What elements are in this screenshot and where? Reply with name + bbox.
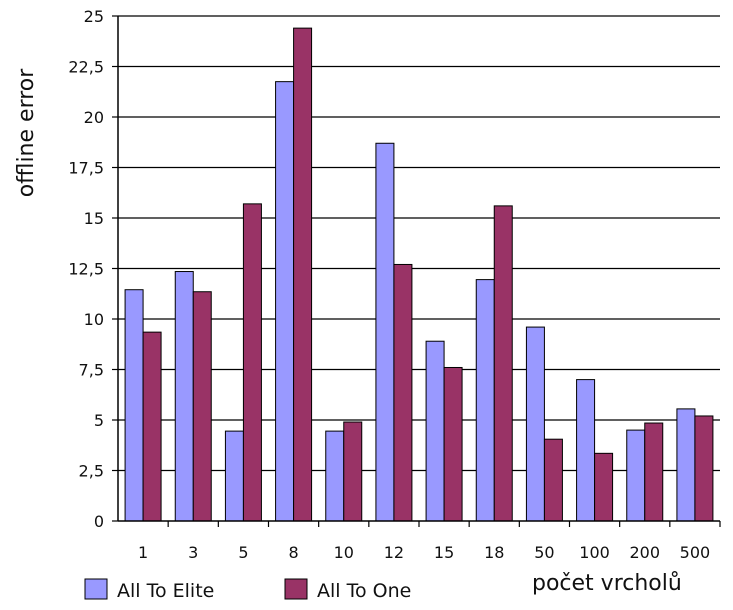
bar-all-to-elite-12 bbox=[375, 142, 395, 522]
legend: All To Elite All To One bbox=[84, 578, 411, 602]
y-tick-label: 20 bbox=[84, 108, 104, 127]
y-tick-label: 22,5 bbox=[68, 58, 104, 77]
bar-all-to-one-1 bbox=[142, 331, 162, 522]
x-tick-label: 5 bbox=[238, 543, 248, 562]
grid-lines bbox=[118, 15, 720, 472]
x-tick-label: 8 bbox=[288, 543, 298, 562]
legend-label-all-to-one: All To One bbox=[317, 580, 411, 602]
bar-all-to-one-50 bbox=[543, 438, 563, 522]
bar-all-to-elite-50 bbox=[525, 326, 545, 522]
bar-all-to-one-100 bbox=[594, 452, 614, 522]
bar-all-to-elite-3 bbox=[174, 271, 194, 522]
x-tick-labels: 1 3 5 8 10 12 15 18 50 100 200 500 bbox=[138, 521, 721, 562]
legend-item-all-to-elite: All To Elite bbox=[84, 578, 214, 602]
bar-all-to-elite-15 bbox=[425, 340, 445, 522]
bar-all-to-one-8 bbox=[293, 27, 313, 522]
x-tick-label: 18 bbox=[484, 543, 504, 562]
bar-all-to-elite-8 bbox=[275, 81, 295, 522]
legend-swatch-all-to-one bbox=[284, 578, 308, 600]
y-tick-label: 2,5 bbox=[79, 462, 104, 481]
x-tick-label: 100 bbox=[579, 543, 610, 562]
bar-all-to-one-15 bbox=[443, 366, 463, 522]
y-tick-label: 17,5 bbox=[68, 159, 104, 178]
bar-all-to-elite-10 bbox=[325, 430, 345, 522]
bars bbox=[124, 27, 714, 522]
bar-all-to-elite-100 bbox=[576, 379, 596, 522]
legend-item-all-to-one: All To One bbox=[284, 578, 411, 602]
x-tick-label: 50 bbox=[534, 543, 554, 562]
bar-all-to-elite-1 bbox=[124, 289, 144, 522]
bar-all-to-one-3 bbox=[192, 291, 212, 522]
bar-all-to-one-200 bbox=[644, 422, 664, 522]
y-tick-label: 7,5 bbox=[79, 361, 104, 380]
y-tick-label: 15 bbox=[84, 209, 104, 228]
legend-label-all-to-elite: All To Elite bbox=[117, 580, 214, 602]
x-tick-label: 10 bbox=[334, 543, 354, 562]
x-tick-label: 500 bbox=[680, 543, 711, 562]
y-tick-label: 12,5 bbox=[68, 260, 104, 279]
x-tick-label: 3 bbox=[188, 543, 198, 562]
y-tick-label: 25 bbox=[84, 7, 104, 26]
bar-all-to-one-500 bbox=[694, 415, 714, 522]
y-axis-title: offline error bbox=[14, 68, 39, 198]
bar-all-to-elite-500 bbox=[676, 408, 696, 522]
x-axis-title: počet vrcholů bbox=[532, 571, 682, 596]
bar-all-to-elite-5 bbox=[224, 430, 244, 522]
bar-all-to-one-5 bbox=[242, 203, 262, 522]
bar-all-to-one-18 bbox=[493, 205, 513, 522]
y-tick-label: 5 bbox=[94, 411, 104, 430]
bar-all-to-elite-18 bbox=[475, 279, 495, 522]
y-tick-labels: 0 2,5 5 7,5 10 12,5 15 17,5 20 22,5 25 bbox=[68, 7, 118, 531]
bar-all-to-one-12 bbox=[393, 263, 413, 522]
x-tick-label: 15 bbox=[434, 543, 454, 562]
y-tick-label: 10 bbox=[84, 310, 104, 329]
bar-all-to-elite-200 bbox=[626, 429, 646, 522]
legend-swatch-all-to-elite bbox=[84, 578, 108, 600]
x-tick-label: 1 bbox=[138, 543, 148, 562]
bar-all-to-one-10 bbox=[343, 421, 363, 522]
y-tick-label: 0 bbox=[94, 512, 104, 531]
x-tick-label: 12 bbox=[384, 543, 404, 562]
x-tick-label: 200 bbox=[629, 543, 660, 562]
